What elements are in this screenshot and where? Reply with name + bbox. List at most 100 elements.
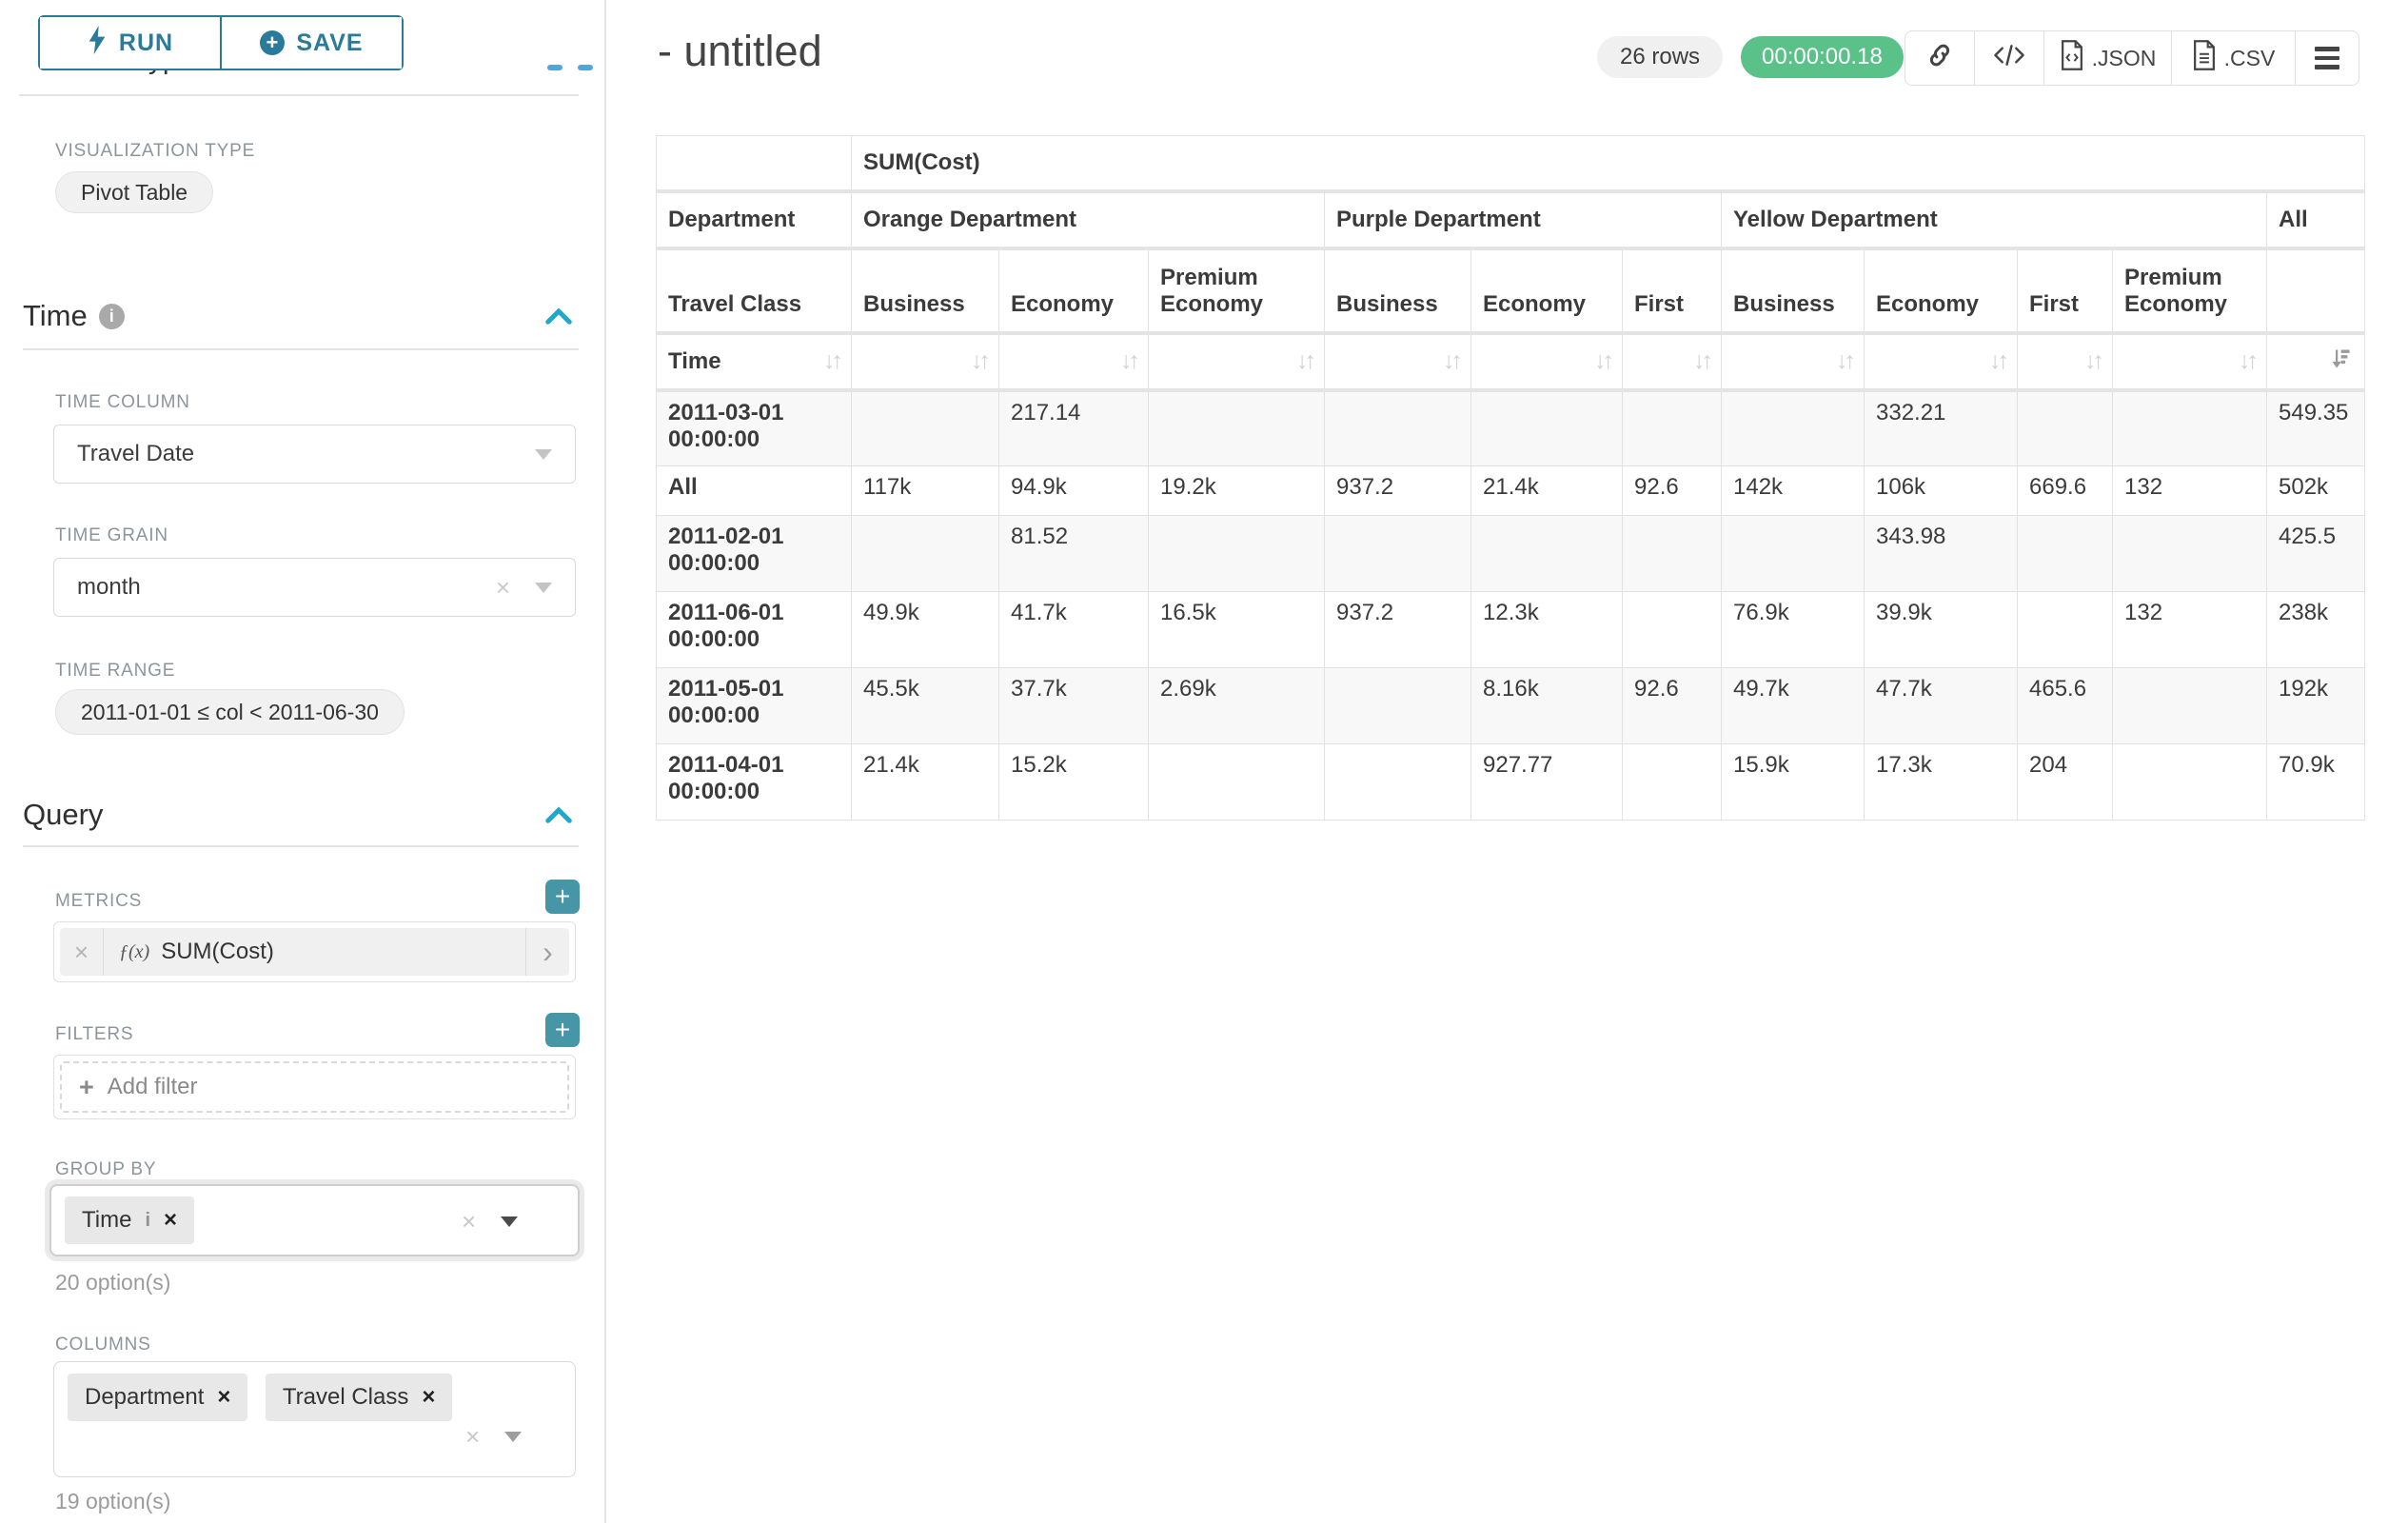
remove-tag-icon[interactable]: × [422, 1384, 436, 1410]
clear-icon[interactable]: × [462, 1207, 477, 1236]
pivot-value-cell [1470, 389, 1623, 466]
pivot-value-cell: 217.14 [998, 389, 1149, 466]
sort-header-cell: ↓↑ [2112, 332, 2267, 392]
add-filter-button[interactable]: + Add filter [60, 1061, 569, 1113]
sort-header-cell: ↓↑ [1622, 332, 1722, 392]
columns-tag-department[interactable]: Department × [68, 1374, 248, 1421]
tag-label: Department [85, 1384, 205, 1410]
metric-pill[interactable]: × ƒ(x) SUM(Cost) › [60, 928, 569, 976]
viz-type-value: Pivot Table [81, 179, 188, 205]
pivot-value-cell [1721, 389, 1865, 466]
pivot-value-cell: 49.9k [851, 591, 999, 668]
pivot-value-cell: 132 [2112, 591, 2267, 668]
info-icon: i [145, 1209, 151, 1231]
row-header-cell: 2011-03-01 00:00:00 [656, 389, 852, 466]
sort-icon[interactable]: ↓↑ [1594, 347, 1614, 374]
sort-icon[interactable]: ↓↑ [1989, 347, 2009, 374]
filters-label: FILTERS [55, 1024, 134, 1044]
group-by-select[interactable]: Time i × [49, 1184, 580, 1256]
menu-button[interactable] [2296, 31, 2359, 85]
time-column-select[interactable]: Travel Date [53, 425, 576, 484]
pivot-value-cell: 106k [1864, 465, 2018, 516]
section-divider [23, 845, 579, 847]
chevron-right-icon[interactable]: › [525, 928, 569, 976]
group-by-tag-time[interactable]: Time i × [65, 1197, 195, 1244]
collapse-chevron-icon[interactable] [544, 307, 573, 326]
sort-icon[interactable]: ↓↑ [1836, 347, 1856, 374]
pivot-value-cell: 332.21 [1864, 389, 2018, 466]
sort-icon[interactable]: ↓↑ [1443, 347, 1463, 374]
columns-tag-travel-class[interactable]: Travel Class × [265, 1374, 453, 1421]
pivot-value-cell [1324, 667, 1471, 744]
sort-header-cell: ↓↑ [1470, 332, 1623, 392]
clear-icon[interactable]: × [495, 572, 510, 602]
pivot-value-cell: 81.52 [998, 515, 1149, 592]
pivot-value-cell: 39.9k [1864, 591, 2018, 668]
metric-header-cell: SUM(Cost) [850, 135, 2366, 193]
remove-metric-icon[interactable]: × [60, 928, 104, 976]
chart-title[interactable]: - untitled [658, 27, 822, 75]
pivot-value-cell: 70.9k [2265, 743, 2366, 821]
add-filter-plus-button[interactable]: + [545, 1013, 580, 1047]
time-grain-select[interactable]: month × [53, 558, 576, 617]
pivot-value-cell: 8.16k [1470, 667, 1623, 744]
pivot-value-cell [1721, 515, 1865, 592]
copy-link-button[interactable] [1905, 31, 1975, 85]
add-filter-label: Add filter [107, 1074, 198, 1099]
pivot-value-cell [1324, 743, 1471, 821]
columns-select[interactable]: Department × Travel Class × [53, 1361, 576, 1477]
department-dimension-label: Department [656, 190, 852, 250]
time-grain-value: month [77, 574, 141, 600]
travel-class-header: Economy [1470, 247, 1623, 335]
pivot-value-cell: 21.4k [1470, 465, 1623, 516]
chevron-down-icon[interactable] [504, 1432, 523, 1442]
row-count-badge: 26 rows [1597, 36, 1724, 78]
run-button[interactable]: RUN [40, 17, 220, 69]
pivot-value-cell [1622, 389, 1722, 466]
metrics-container: × ƒ(x) SUM(Cost) › [53, 921, 576, 982]
remove-tag-icon[interactable]: × [217, 1384, 231, 1410]
export-csv-button[interactable]: .CSV [2172, 31, 2296, 85]
sort-icon[interactable]: ↓↑ [2084, 347, 2104, 374]
view-query-button[interactable] [1975, 31, 2044, 85]
table-row: 2011-04-01 00:00:00 21.4k 15.2k 927.77 15.9k… [656, 743, 2366, 821]
viz-type-pill[interactable]: Pivot Table [55, 171, 214, 213]
department-group-header: Yellow Department [1721, 190, 2267, 250]
main-area: - untitled 26 rows 00:00:00.18 [608, 0, 2408, 1523]
export-json-button[interactable]: .JSON [2044, 31, 2172, 85]
sort-icon[interactable]: ↓↑ [823, 347, 843, 374]
sort-descending-active-icon[interactable] [2327, 346, 2353, 378]
export-toolbar: .JSON .CSV [1905, 30, 2359, 86]
collapse-chevron-icon[interactable] [544, 805, 573, 824]
sort-icon[interactable]: ↓↑ [1296, 347, 1316, 374]
pivot-value-cell [851, 515, 999, 592]
pivot-value-cell [2017, 591, 2113, 668]
sort-cell: ↓↑ [1336, 347, 1463, 375]
clear-icon[interactable]: × [465, 1422, 481, 1451]
travel-class-header: Premium Economy [2112, 247, 2267, 335]
time-sort-cell: Time ↓↑ [668, 347, 843, 375]
chevron-down-icon[interactable] [501, 1216, 519, 1227]
time-range-pill[interactable]: 2011-01-01 ≤ col < 2011-06-30 [55, 689, 405, 735]
json-file-icon [2060, 40, 2084, 76]
pivot-value-cell: 117k [851, 465, 999, 516]
time-section-title: Time i [23, 299, 125, 333]
remove-tag-icon[interactable]: × [164, 1207, 178, 1233]
lightning-icon [87, 25, 108, 61]
group-by-label: GROUP BY [55, 1159, 157, 1179]
sort-icon[interactable]: ↓↑ [1120, 347, 1140, 374]
travel-class-header: First [1622, 247, 1722, 335]
pivot-value-cell: 927.77 [1470, 743, 1623, 821]
row-header-cell: 2011-02-01 00:00:00 [656, 515, 852, 592]
sort-icon[interactable]: ↓↑ [2239, 347, 2259, 374]
sort-icon[interactable]: ↓↑ [971, 347, 991, 374]
add-metric-button[interactable]: + [545, 880, 580, 914]
travel-class-header [2265, 247, 2366, 335]
save-button[interactable]: + SAVE [220, 17, 402, 69]
sort-icon[interactable]: ↓↑ [1693, 347, 1713, 374]
travel-class-header: Economy [998, 247, 1149, 335]
columns-label: COLUMNS [55, 1335, 151, 1355]
section-divider [23, 348, 579, 350]
row-header-cell: 2011-04-01 00:00:00 [656, 743, 852, 821]
department-group-header: All [2265, 190, 2366, 250]
